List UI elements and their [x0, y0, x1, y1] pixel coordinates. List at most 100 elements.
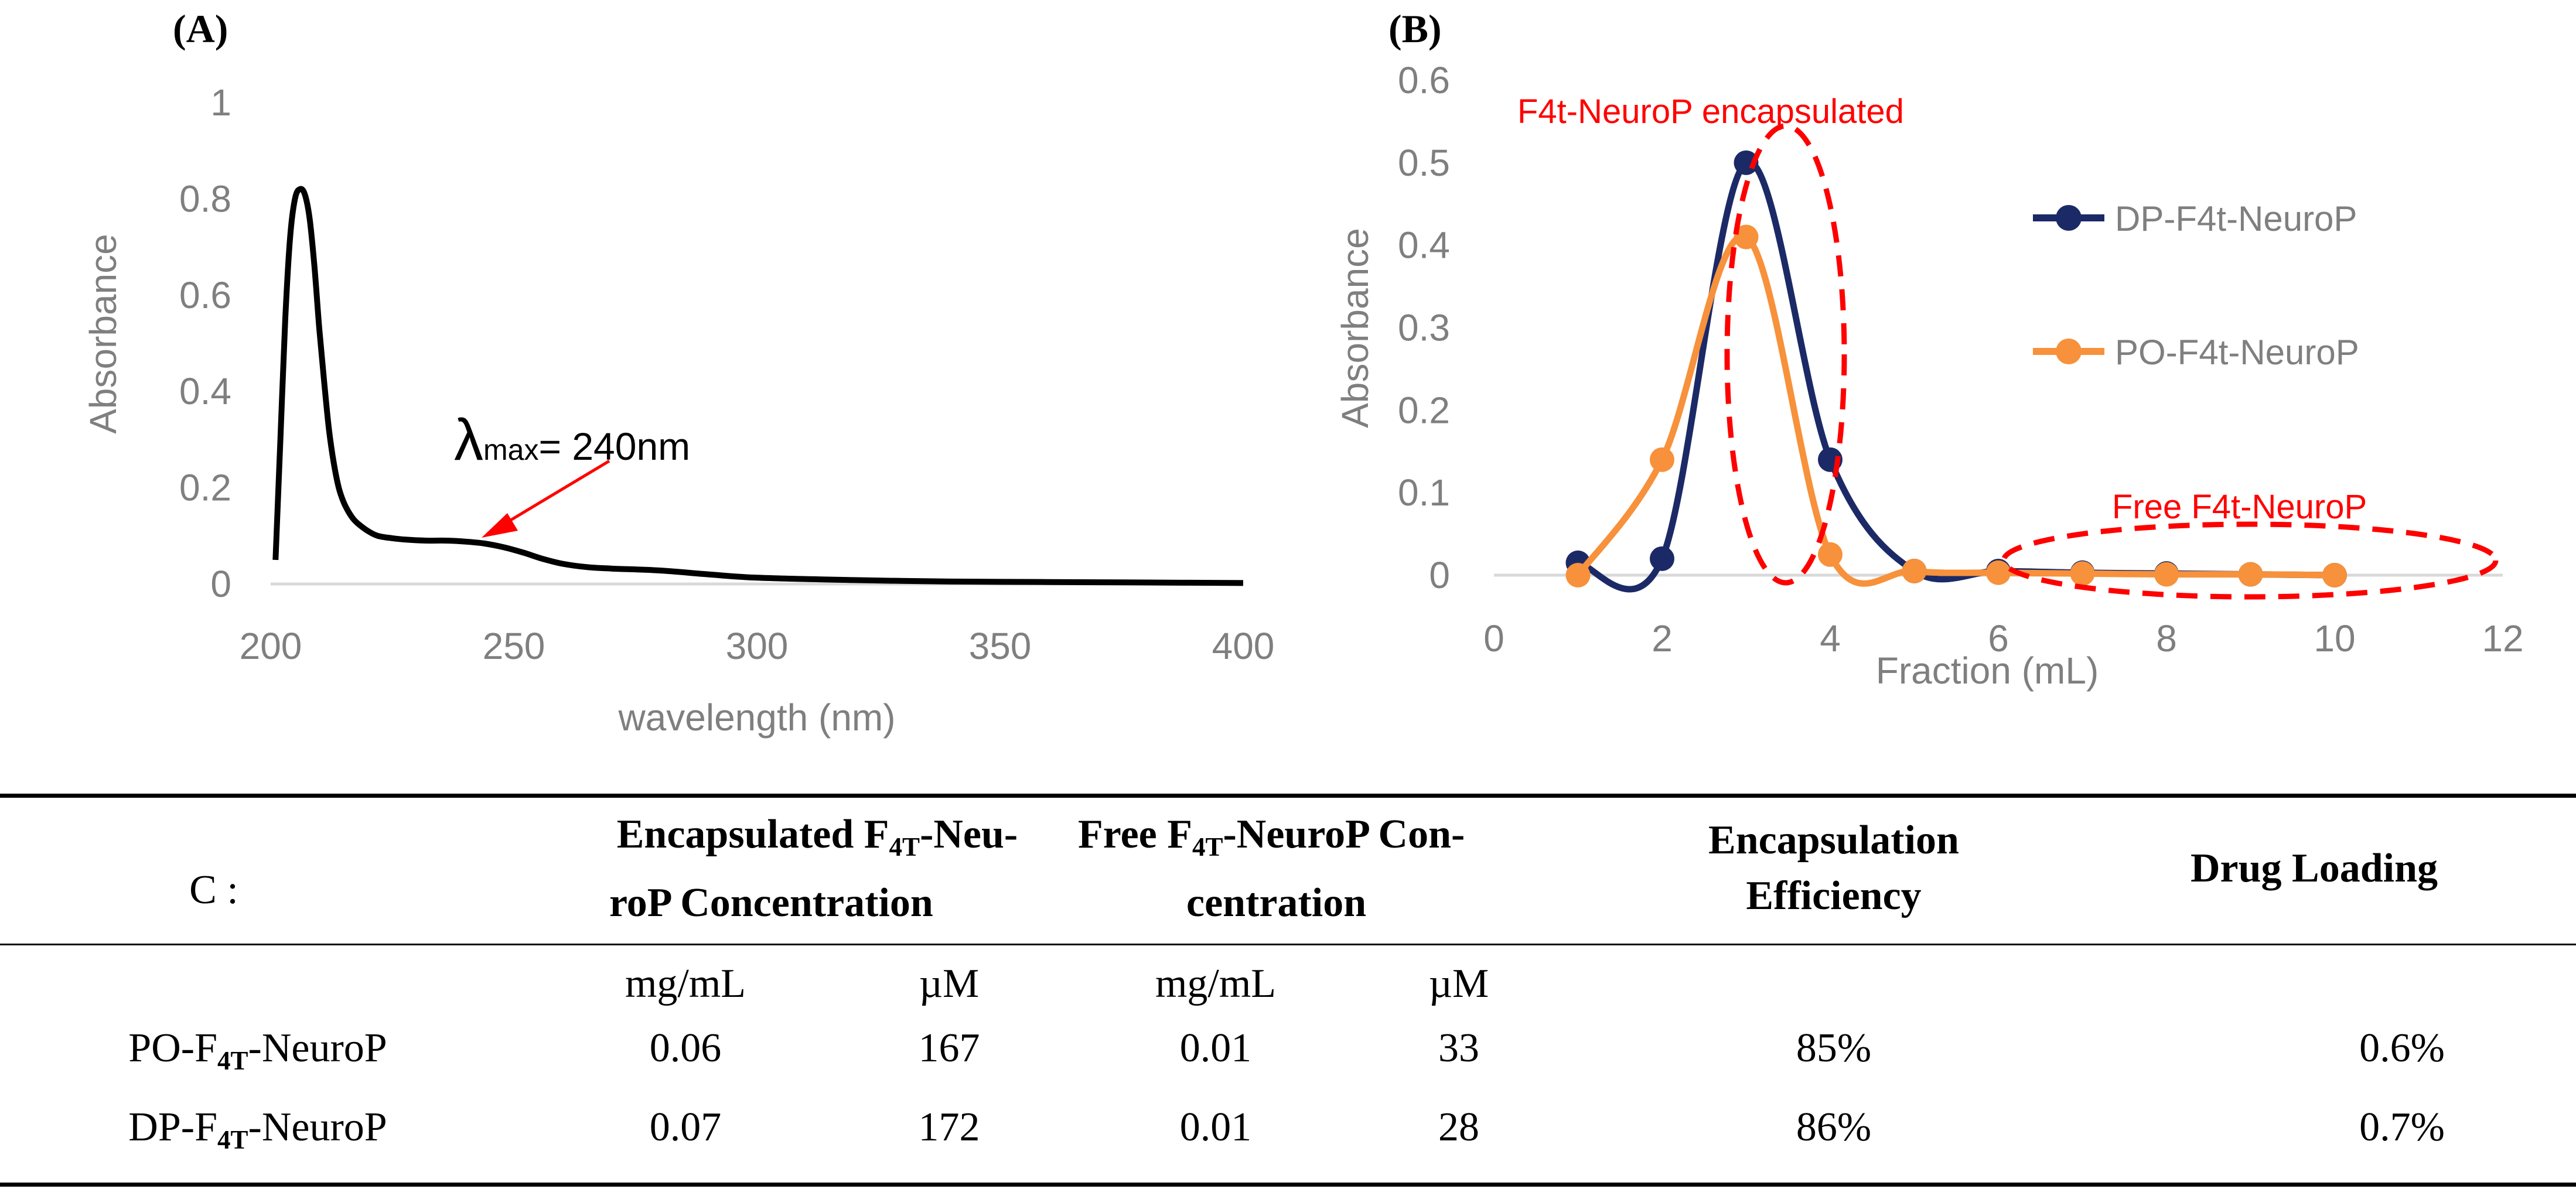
header-encapsulated-concentration: Encapsulated F4T-Neu- roP Concentration: [554, 807, 1081, 931]
header-encapsulated-line1: Encapsulated F4T-Neu-: [616, 812, 1018, 862]
lambda-symbol: λ: [454, 407, 483, 473]
panel-a-y-tick-label: 1: [210, 81, 231, 124]
table-bottom-rule: [0, 1183, 2576, 1187]
panel-b-y-axis-title: Absorbance: [1334, 228, 1376, 428]
panel-a-y-tick-label: 0.8: [179, 177, 231, 220]
panel-b-y-tick-label: 0.6: [1398, 59, 1450, 101]
legend-po-marker: [2056, 339, 2082, 364]
encapsulated-annotation: F4t-NeuroP encapsulated: [1517, 93, 1904, 131]
panel-a-y-tick-label: 0.6: [179, 274, 231, 316]
header-drug-loading: Drug Loading: [2190, 846, 2438, 891]
encapsulated-ellipse: [1724, 123, 1847, 586]
panel-b-legend: DP-F4t-NeuroP PO-F4t-NeuroP: [2033, 199, 2359, 372]
panel-a-y-ticks: 0 0.2 0.4 0.6 0.8 1: [179, 81, 231, 605]
dp-encapsulated-mgml: 0.07: [649, 1105, 722, 1150]
dp-free-um: 28: [1438, 1105, 1479, 1150]
panel-b-label: (B): [1388, 6, 1442, 51]
lambda-max-arrow-head: [482, 513, 518, 538]
legend-dp-marker: [2056, 205, 2082, 231]
panel-a-series: [272, 186, 1244, 586]
panel-b-x-tick-label: 6: [1988, 617, 2009, 660]
header-encapsulated-line2: roP Concentration: [609, 880, 933, 925]
data-point-po-f4t-neurop: [1565, 563, 1591, 587]
panel-b-y-tick-label: 0.3: [1398, 307, 1450, 349]
legend-dp-label: DP-F4t-NeuroP: [2115, 199, 2357, 238]
lambda-max-annotation: λmax= 240nm: [454, 407, 690, 473]
panel-b-y-tick-label: 0.5: [1398, 142, 1450, 184]
header-free-line1: Free F4T-NeuroP Con-: [1078, 812, 1465, 862]
po-encapsulated-mgml: 0.06: [649, 1026, 722, 1071]
panel-a-y-tick-label: 0: [210, 563, 231, 605]
panel-a-x-ticks: 200 250 300 350 400: [240, 625, 1275, 667]
panel-b-y-tick-label: 0: [1429, 554, 1450, 596]
data-point-po-f4t-neurop: [1986, 560, 2011, 585]
unit-um-free: µM: [1428, 961, 1489, 1006]
header-efficiency-line2: Efficiency: [1746, 873, 1922, 918]
data-point-po-f4t-neurop: [2238, 562, 2263, 587]
legend-po-label: PO-F4t-NeuroP: [2115, 333, 2359, 372]
row-name-dp: DP-F4T-NeuroP: [128, 1105, 387, 1154]
table-top-rule: [0, 794, 2576, 798]
data-point-po-f4t-neurop: [1650, 447, 1674, 472]
data-point-po-f4t-neurop: [1734, 224, 1759, 250]
table-corner-label: C :: [189, 867, 238, 913]
data-point-dp-f4t-neurop: [1650, 546, 1674, 571]
header-encapsulation-efficiency: Encapsulation Efficiency: [1629, 812, 2039, 924]
header-free-line2: centration: [1186, 880, 1367, 925]
panel-a-y-tick-label: 0.4: [179, 370, 231, 412]
po-free-um: 33: [1438, 1026, 1479, 1071]
lambda-value: = 240nm: [538, 425, 690, 468]
panel-a-x-axis-title: wavelength (nm): [617, 696, 895, 739]
unit-um-encapsulated: µM: [919, 961, 980, 1006]
lambda-max-arrow-shaft: [503, 459, 610, 526]
panel-b-x-tick-label: 8: [2156, 617, 2177, 660]
free-annotation: Free F4t-NeuroP: [2112, 488, 2367, 526]
panel-a-x-tick-label: 400: [1212, 625, 1275, 667]
data-point-po-f4t-neurop: [2070, 561, 2095, 586]
po-encapsulation-efficiency: 85%: [1796, 1026, 1872, 1071]
data-point-po-f4t-neurop: [2154, 562, 2179, 587]
panel-a-y-tick-label: 0.2: [179, 467, 231, 509]
row-name-po: PO-F4T-NeuroP: [128, 1026, 387, 1075]
panel-a-spectrum-line: [272, 186, 1244, 586]
panel-a-x-tick-label: 250: [483, 625, 545, 667]
table-header-rule: [0, 944, 2576, 945]
panel-b-y-tick-label: 0.4: [1398, 224, 1450, 266]
panel-b-y-tick-label: 0.2: [1398, 389, 1450, 431]
panel-b-chart: (B) 0 0.1 0.2 0.3 0.4 0.5 0.6 0 2 4 6 8 10 12 Absorb…: [1334, 6, 2524, 692]
data-point-po-f4t-neurop: [1902, 558, 1927, 583]
panel-a-chart: (A) 0 0.2 0.4 0.6 0.8 1 200 250 300 350 400 Absor…: [82, 6, 1275, 739]
free-ellipse: [2001, 521, 2499, 600]
po-drug-loading: 0.6%: [2359, 1026, 2445, 1071]
panel-b-x-tick-label: 0: [1483, 617, 1504, 660]
panel-a-label: (A): [173, 6, 228, 51]
panel-a-x-tick-label: 200: [240, 625, 302, 667]
panel-b-x-tick-label: 12: [2482, 617, 2523, 660]
lambda-subscript: max: [483, 433, 538, 466]
header-efficiency-line1: Encapsulation: [1708, 818, 1959, 863]
header-free-concentration: Free F4T-NeuroP Con- centration: [1043, 807, 1570, 931]
unit-mgml-encapsulated: mg/mL: [625, 961, 746, 1006]
panel-b-y-tick-label: 0.1: [1398, 472, 1450, 514]
panel-b-y-ticks: 0 0.1 0.2 0.3 0.4 0.5 0.6: [1398, 59, 1450, 596]
po-encapsulated-um: 167: [918, 1026, 980, 1071]
panel-a-x-tick-label: 300: [726, 625, 789, 667]
data-point-po-f4t-neurop: [1818, 542, 1843, 567]
dp-encapsulation-efficiency: 86%: [1796, 1105, 1872, 1150]
panel-c-table: C : Encapsulated F4T-Neu- roP Concentrat…: [0, 794, 2576, 1189]
dp-encapsulated-um: 172: [918, 1105, 980, 1150]
unit-mgml-free: mg/mL: [1155, 961, 1277, 1006]
panel-b-x-ticks: 0 2 4 6 8 10 12: [1483, 617, 2523, 660]
panel-a-y-axis-title: Absorbance: [82, 234, 124, 434]
panel-b-series: [1565, 150, 2347, 593]
dp-free-mgml: 0.01: [1179, 1105, 1252, 1150]
data-point-dp-f4t-neurop: [1734, 150, 1759, 175]
panel-b-x-axis-title: Fraction (mL): [1876, 650, 2099, 692]
data-point-po-f4t-neurop: [2322, 563, 2347, 587]
dp-drug-loading: 0.7%: [2359, 1105, 2445, 1150]
panel-b-x-tick-label: 10: [2314, 617, 2355, 660]
panel-b-x-tick-label: 2: [1652, 617, 1673, 660]
panel-b-x-tick-label: 4: [1820, 617, 1841, 660]
po-free-mgml: 0.01: [1179, 1026, 1252, 1071]
